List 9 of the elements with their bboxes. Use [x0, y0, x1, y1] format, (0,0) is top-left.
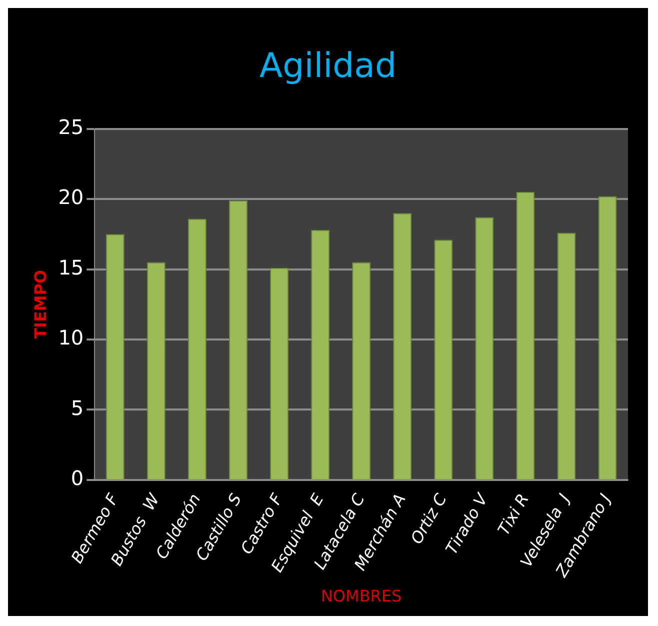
y-axis-title: TIEMPO: [30, 270, 50, 339]
y-tick-label: 20: [58, 185, 84, 210]
y-tick-label: 10: [58, 326, 84, 350]
y-tick-label: 15: [58, 255, 84, 280]
y-tick-label: 0: [70, 466, 84, 490]
x-axis-title: NOMBRES: [320, 586, 402, 606]
y-tick-label: 5: [70, 396, 84, 420]
y-tick-label: 25: [58, 115, 84, 140]
chart-title: Agilidad: [259, 46, 397, 86]
